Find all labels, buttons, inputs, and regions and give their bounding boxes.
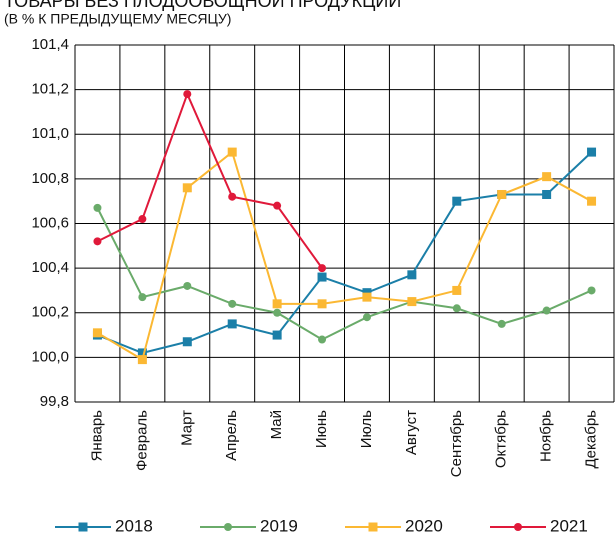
marker xyxy=(542,189,552,199)
legend-marker xyxy=(78,522,88,532)
marker xyxy=(227,147,237,157)
marker xyxy=(497,189,507,199)
marker xyxy=(587,196,597,206)
x-tick-label: Март xyxy=(178,410,195,446)
marker xyxy=(452,304,461,313)
y-tick-label: 100,0 xyxy=(31,348,69,365)
marker xyxy=(228,299,237,308)
x-tick-label: Август xyxy=(403,410,420,455)
y-tick-label: 101,4 xyxy=(31,36,69,53)
chart-subtitle: (В % К ПРЕДЫДУЩЕМУ МЕСЯЦУ) xyxy=(4,11,231,27)
marker xyxy=(452,285,462,295)
marker xyxy=(318,264,327,273)
marker xyxy=(137,348,147,358)
y-tick-label: 100,2 xyxy=(31,304,69,321)
legend-marker xyxy=(224,523,232,531)
y-tick-label: 101,0 xyxy=(31,125,69,142)
legend-label: 2021 xyxy=(550,516,588,535)
marker xyxy=(272,330,282,340)
marker xyxy=(452,196,462,206)
x-tick-label: Апрель xyxy=(223,410,240,461)
marker xyxy=(182,183,192,193)
marker xyxy=(138,293,147,302)
y-tick-label: 100,4 xyxy=(31,259,69,276)
series-line xyxy=(97,151,593,354)
marker xyxy=(227,319,237,329)
marker xyxy=(273,201,282,210)
series-line xyxy=(96,150,593,362)
marker xyxy=(92,328,102,338)
series-line xyxy=(97,91,323,269)
x-tick-label: Июнь xyxy=(313,410,330,448)
y-tick-label: 99,8 xyxy=(40,393,69,410)
x-tick-label: Декабрь xyxy=(583,410,600,469)
x-tick-label: Февраль xyxy=(133,410,150,471)
marker xyxy=(542,172,552,182)
y-tick-label: 100,6 xyxy=(31,214,69,231)
marker xyxy=(587,147,597,157)
legend-marker xyxy=(368,522,378,532)
marker xyxy=(317,272,327,282)
marker xyxy=(137,355,147,365)
x-tick-label: Сентябрь xyxy=(448,410,465,477)
marker xyxy=(138,215,147,224)
legend-label: 2019 xyxy=(260,516,298,535)
legend-label: 2020 xyxy=(405,516,443,535)
legend-label: 2018 xyxy=(115,516,153,535)
marker xyxy=(407,270,417,280)
x-tick-label: Октябрь xyxy=(493,410,510,468)
marker xyxy=(183,90,192,99)
marker xyxy=(93,237,102,246)
marker xyxy=(318,335,327,344)
chart-title: ТОВАРЫ БЕЗ ПЛОДООВОЩНОЙ ПРОДУКЦИИ xyxy=(4,0,401,11)
marker xyxy=(317,299,327,309)
series-line xyxy=(96,207,592,341)
marker xyxy=(407,297,417,307)
y-tick-label: 100,8 xyxy=(31,170,69,187)
marker xyxy=(362,292,372,302)
x-tick-label: Июль xyxy=(358,410,375,448)
marker xyxy=(272,299,282,309)
x-tick-label: Май xyxy=(268,410,285,439)
legend-marker xyxy=(514,523,522,531)
y-tick-label: 101,2 xyxy=(31,81,69,98)
marker xyxy=(183,281,192,290)
marker xyxy=(542,306,551,315)
marker xyxy=(93,203,102,212)
marker xyxy=(182,337,192,347)
x-tick-label: Ноябрь xyxy=(538,410,555,462)
marker xyxy=(273,308,282,317)
marker xyxy=(587,286,596,295)
marker xyxy=(362,313,371,322)
marker xyxy=(228,192,237,201)
marker xyxy=(497,319,506,328)
x-tick-label: Январь xyxy=(88,410,105,462)
